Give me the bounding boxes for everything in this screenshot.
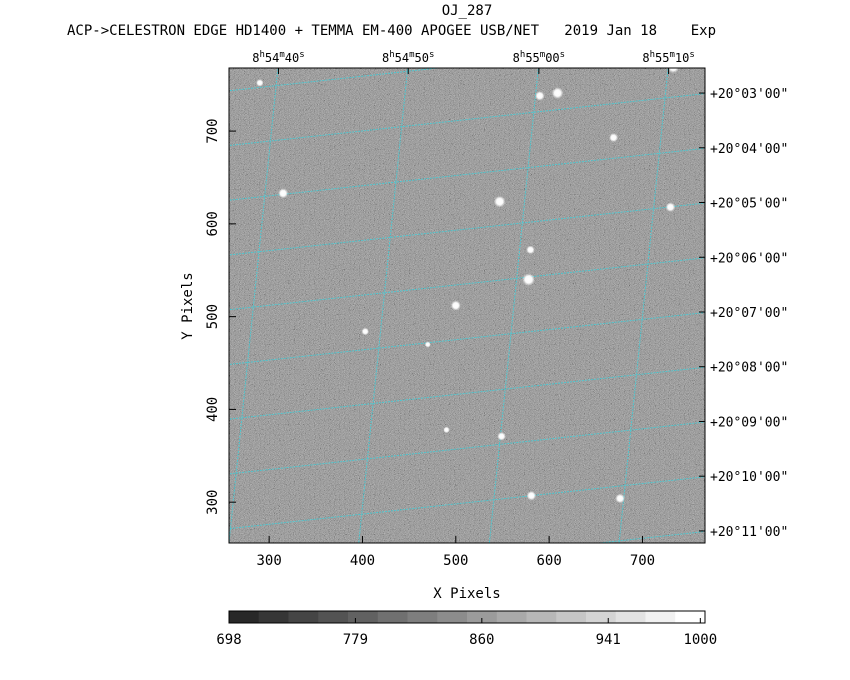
- dec-tick-label: +20°05'00": [710, 197, 788, 212]
- dec-tick-label: +20°10'00": [710, 470, 788, 485]
- dec-grid-line: [229, 68, 443, 92]
- star: [424, 341, 431, 348]
- ra-tick-labels: 8h54m40s 8h54m50s 8h55m00s 8h55m10s: [252, 50, 695, 74]
- axis-ticks: 300 400 500 600 700 300 400 500 600 700: [205, 118, 655, 569]
- dec-grid-line: [229, 476, 705, 530]
- star: [535, 91, 545, 101]
- dec-grid-line: [229, 147, 705, 201]
- colorbar-segment: [407, 611, 438, 623]
- chart-title: OJ_287: [442, 3, 493, 19]
- x-tick-label: 700: [630, 553, 655, 569]
- x-tick-label: 600: [536, 553, 561, 569]
- y-tick-label: 600: [205, 211, 221, 236]
- stars: [256, 68, 680, 504]
- ra-grid-line: [358, 68, 409, 543]
- x-tick-label: 300: [256, 553, 281, 569]
- colorbar-segment: [675, 611, 706, 623]
- colorbar-segment: [645, 611, 676, 623]
- y-tick-label: 300: [205, 490, 221, 515]
- star: [443, 426, 450, 434]
- image-plot-area: [105, 63, 706, 548]
- colorbar-segment: [615, 611, 646, 623]
- colorbar-segment: [496, 611, 527, 623]
- chart-subtitle: ACP->CELESTRON EDGE HD1400 + TEMMA EM-40…: [67, 23, 716, 39]
- ra-grid-line: [105, 63, 155, 548]
- star: [665, 202, 676, 212]
- ra-grid-line: [618, 68, 669, 543]
- star: [615, 493, 625, 504]
- colorbar-segment: [437, 611, 468, 623]
- colorbar-segment: [586, 611, 617, 623]
- ra-tick-label: 8h55m10s: [642, 50, 694, 65]
- colorbar-frame: [228, 610, 706, 624]
- dec-grid-line: [229, 312, 705, 365]
- star: [526, 245, 535, 255]
- plot-frame: [228, 67, 706, 544]
- y-tick-label: 500: [205, 304, 221, 329]
- y-tick-label: 400: [205, 397, 221, 422]
- dec-grid-line: [229, 421, 705, 475]
- y-axis-label: Y Pixels: [180, 272, 196, 339]
- x-tick-label: 500: [443, 553, 468, 569]
- ra-grid-line: [488, 68, 539, 543]
- colorbar-segment: [526, 611, 557, 623]
- ra-tick-label: 8h55m00s: [513, 50, 565, 65]
- star: [551, 87, 564, 99]
- star: [667, 68, 680, 74]
- star: [256, 79, 264, 87]
- dec-grid-line: [229, 93, 705, 147]
- colorbar-tick-label: 860: [469, 632, 494, 648]
- star: [493, 195, 506, 208]
- colorbar-tick-label: 698: [216, 632, 241, 648]
- dec-grid-line: [229, 202, 705, 256]
- dec-tick-label: +20°07'00": [710, 306, 788, 321]
- star: [278, 188, 289, 199]
- dec-tick-label: +20°06'00": [710, 251, 788, 266]
- y-tick-label: 700: [205, 118, 221, 143]
- dec-tick-labels: +20°03'00" +20°04'00" +20°05'00" +20°06'00"…: [699, 87, 788, 540]
- dec-tick-label: +20°08'00": [710, 361, 788, 376]
- colorbar-segment: [258, 611, 289, 623]
- x-axis-label: X Pixels: [433, 586, 500, 602]
- star: [497, 432, 506, 441]
- ra-tick-label: 8h54m40s: [252, 50, 304, 65]
- dec-tick-label: +20°09'00": [710, 415, 788, 430]
- colorbar-segment: [556, 611, 587, 623]
- dec-tick-label: +20°04'00": [710, 142, 788, 157]
- star: [526, 490, 537, 501]
- ra-grid-line: [229, 68, 279, 543]
- dec-grid-line: [229, 257, 705, 311]
- dec-tick-label: +20°11'00": [710, 525, 788, 540]
- star: [522, 273, 535, 286]
- star: [450, 300, 461, 311]
- colorbar-segment: [467, 611, 498, 623]
- colorbar-tick-label: 1000: [683, 632, 717, 648]
- ra-tick-label: 8h54m50s: [382, 50, 434, 65]
- colorbar-segment: [229, 611, 260, 623]
- colorbar-segment: [288, 611, 319, 623]
- colorbar: 698 779 860 941 1000: [216, 610, 717, 648]
- colorbar-segment: [348, 611, 379, 623]
- x-tick-label: 400: [350, 553, 375, 569]
- star: [361, 327, 370, 336]
- image-noise: [229, 68, 705, 543]
- star: [609, 133, 619, 143]
- colorbar-segment: [318, 611, 349, 623]
- wcs-grid: [105, 63, 705, 548]
- dec-tick-label: +20°03'00": [710, 87, 788, 102]
- colorbar-tick-label: 941: [596, 632, 621, 648]
- colorbar-segment: [377, 611, 408, 623]
- colorbar-tick-label: 779: [343, 632, 368, 648]
- dec-grid-line: [229, 366, 705, 420]
